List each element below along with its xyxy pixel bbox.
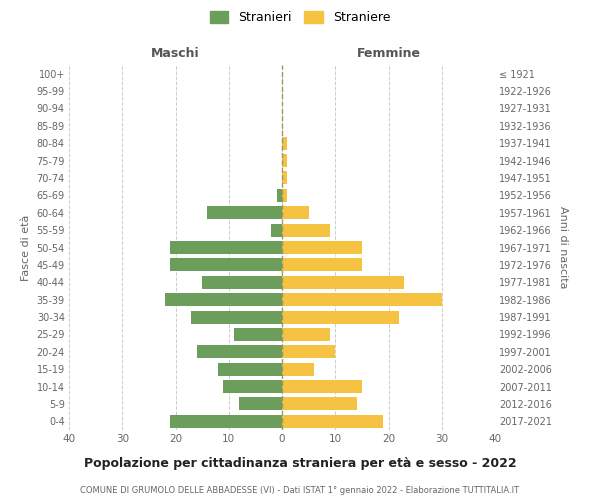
- Bar: [282, 206, 308, 220]
- Bar: [282, 224, 330, 236]
- Bar: [282, 328, 330, 341]
- Bar: [282, 346, 335, 358]
- Y-axis label: Fasce di età: Fasce di età: [21, 214, 31, 280]
- Bar: [197, 346, 282, 358]
- Bar: [239, 398, 282, 410]
- Bar: [282, 276, 404, 289]
- Y-axis label: Anni di nascita: Anni di nascita: [558, 206, 568, 289]
- Bar: [165, 293, 282, 306]
- Bar: [170, 415, 282, 428]
- Bar: [282, 293, 442, 306]
- Text: Femmine: Femmine: [356, 47, 421, 60]
- Bar: [218, 362, 282, 376]
- Text: COMUNE DI GRUMOLO DELLE ABBADESSE (VI) - Dati ISTAT 1° gennaio 2022 - Elaborazio: COMUNE DI GRUMOLO DELLE ABBADESSE (VI) -…: [80, 486, 520, 495]
- Bar: [282, 172, 287, 184]
- Text: Popolazione per cittadinanza straniera per età e sesso - 2022: Popolazione per cittadinanza straniera p…: [83, 458, 517, 470]
- Bar: [282, 310, 399, 324]
- Bar: [282, 241, 362, 254]
- Bar: [223, 380, 282, 393]
- Bar: [170, 241, 282, 254]
- Bar: [282, 362, 314, 376]
- Bar: [282, 380, 362, 393]
- Bar: [234, 328, 282, 341]
- Bar: [282, 258, 362, 272]
- Bar: [282, 154, 287, 167]
- Bar: [277, 189, 282, 202]
- Bar: [282, 136, 287, 149]
- Bar: [170, 258, 282, 272]
- Bar: [282, 189, 287, 202]
- Bar: [208, 206, 282, 220]
- Bar: [271, 224, 282, 236]
- Text: Maschi: Maschi: [151, 47, 200, 60]
- Bar: [202, 276, 282, 289]
- Bar: [282, 415, 383, 428]
- Bar: [282, 398, 356, 410]
- Legend: Stranieri, Straniere: Stranieri, Straniere: [205, 6, 395, 29]
- Bar: [191, 310, 282, 324]
